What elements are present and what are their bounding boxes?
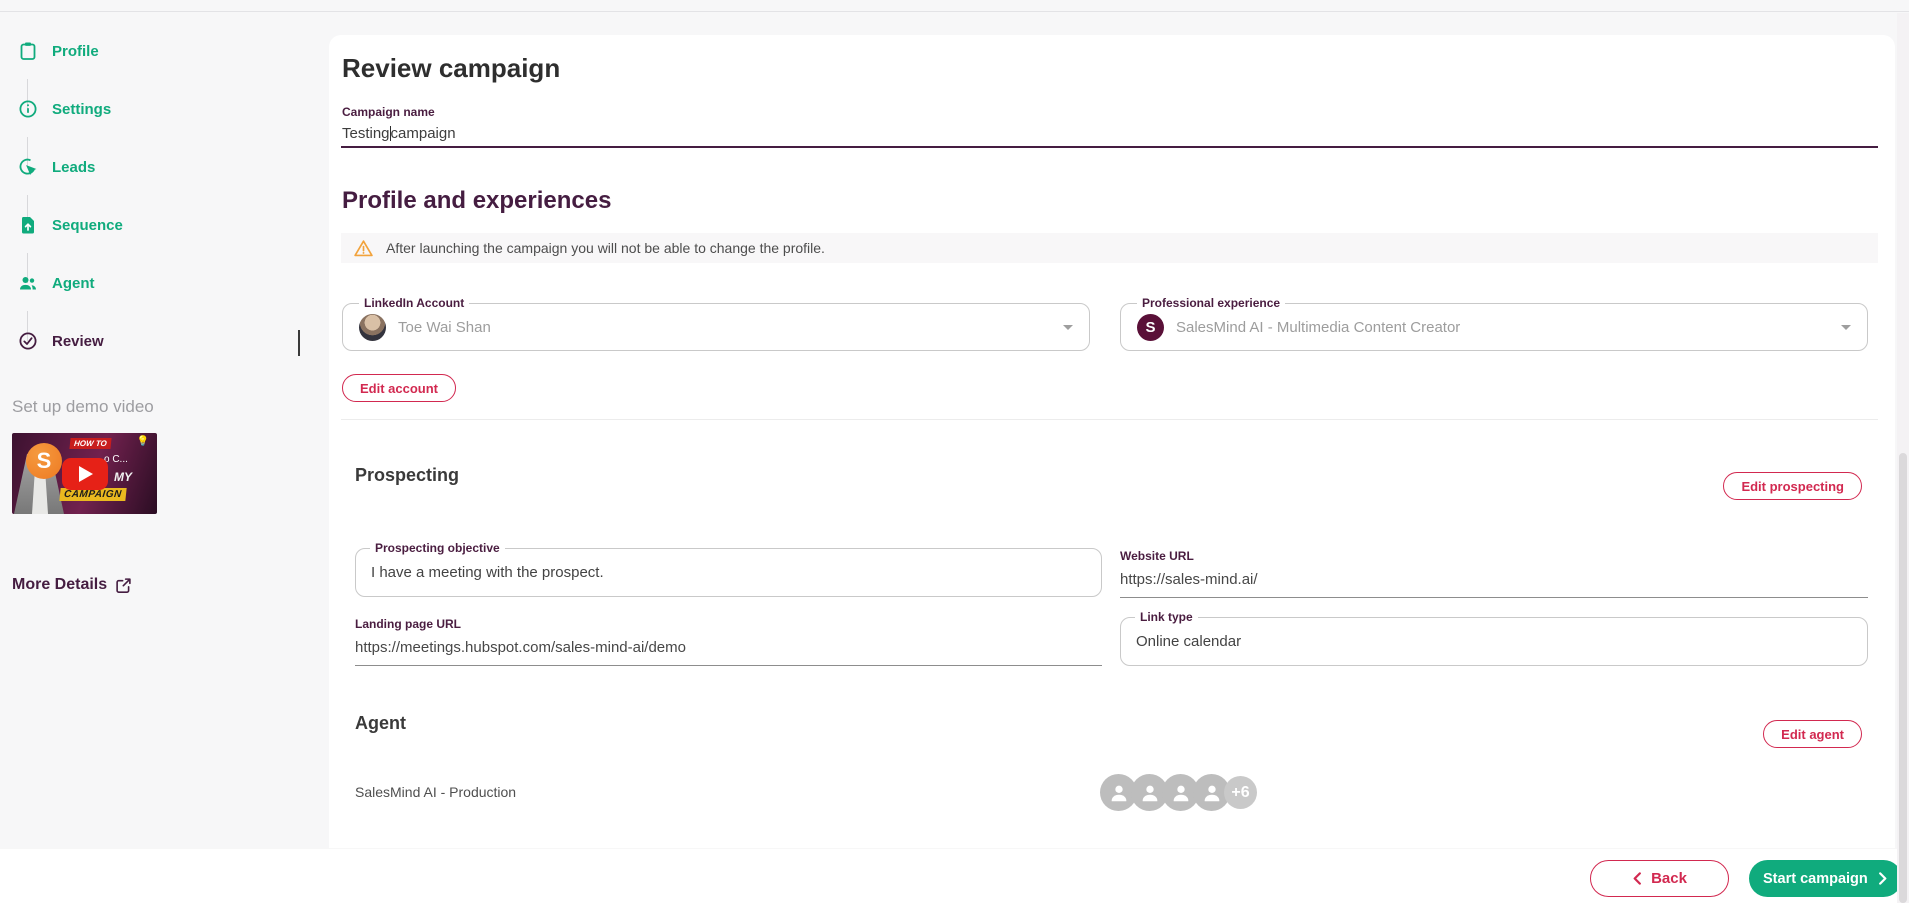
prospecting-section-title: Prospecting — [355, 465, 460, 485]
chevron-right-icon — [1877, 872, 1888, 885]
website-url-label: Website URL — [1120, 549, 1194, 563]
step-connector — [27, 253, 28, 283]
start-campaign-button[interactable]: Start campaign — [1749, 860, 1902, 897]
step-connector — [27, 137, 28, 167]
click-target-icon — [18, 157, 38, 177]
sidebar-item-label: Sequence — [52, 216, 123, 234]
profile-section-title: Profile and experiences — [342, 187, 612, 214]
thumbnail-title-snippet: o C... — [104, 454, 128, 465]
scrollbar[interactable] — [1897, 13, 1909, 903]
professional-experience-label: Professional experience — [1137, 296, 1286, 310]
thumbnail-howto-badge: HOW TO — [69, 438, 112, 449]
stepper-sidebar: Profile Settings Leads — [0, 13, 329, 848]
sidebar-item-settings[interactable]: Settings — [18, 99, 111, 119]
section-divider — [341, 419, 1878, 420]
agent-name: SalesMind AI - Production — [355, 784, 517, 800]
linkedin-account-label: LinkedIn Account — [359, 296, 470, 310]
top-divider-bar — [0, 0, 1909, 12]
wizard-footer: Back Start campaign — [0, 848, 1909, 903]
demo-video-thumbnail[interactable]: S HOW TO 💡 o C... MY CAMPAIGN — [12, 433, 157, 514]
linkedin-account-value: Toe Wai Shan — [398, 318, 491, 336]
sidebar-item-label: Profile — [52, 42, 99, 60]
warning-text: After launching the campaign you will no… — [386, 240, 825, 256]
avatar — [1162, 774, 1199, 811]
thumbnail-my-word: MY — [114, 470, 132, 484]
document-upload-icon — [18, 215, 38, 235]
review-campaign-panel: Review campaign Campaign name Testingcam… — [329, 35, 1895, 848]
warning-triangle-icon — [353, 238, 374, 259]
check-circle-icon — [18, 331, 38, 351]
start-campaign-label: Start campaign — [1763, 870, 1868, 887]
avatar — [1193, 774, 1230, 811]
chevron-left-icon — [1632, 872, 1643, 885]
sidebar-item-leads[interactable]: Leads — [18, 157, 95, 177]
back-button[interactable]: Back — [1590, 860, 1729, 897]
prospecting-objective-field[interactable]: Prospecting objective I have a meeting w… — [355, 541, 1102, 597]
chevron-down-icon — [1063, 324, 1073, 330]
step-connector — [27, 79, 28, 109]
avatar — [1131, 774, 1168, 811]
lightbulb-icon: 💡 — [136, 436, 149, 447]
link-type-value: Online calendar — [1136, 633, 1242, 650]
campaign-name-label: Campaign name — [342, 105, 435, 119]
scrollbar-thumb[interactable] — [1899, 453, 1907, 903]
active-step-cursor — [298, 330, 300, 356]
website-url-field[interactable]: Website URL https://sales-mind.ai/ — [1120, 549, 1868, 598]
sidebar-item-profile[interactable]: Profile — [18, 41, 99, 61]
avatar — [1100, 774, 1137, 811]
sidebar-item-agent[interactable]: Agent — [18, 273, 95, 293]
linkedin-avatar — [359, 313, 386, 341]
sidebar-item-label: Settings — [52, 100, 112, 118]
text-cursor — [389, 126, 391, 141]
campaign-name-text: Testing — [342, 125, 390, 142]
more-details-label: More Details — [12, 576, 108, 593]
avatar-overflow-badge: +6 — [1224, 776, 1257, 809]
sidebar-item-label: Leads — [52, 158, 96, 176]
salesmind-logo-avatar: S — [1137, 313, 1164, 341]
link-type-field[interactable]: Link type Online calendar — [1120, 610, 1868, 666]
prospecting-objective-label: Prospecting objective — [370, 541, 505, 555]
prospecting-objective-value: I have a meeting with the prospect. — [371, 564, 604, 581]
campaign-name-input[interactable]: Testingcampaign — [342, 125, 456, 142]
agent-section-title: Agent — [355, 713, 406, 733]
edit-prospecting-button[interactable]: Edit prospecting — [1723, 472, 1862, 500]
more-details-link[interactable]: More Details — [12, 576, 132, 594]
sidebar-item-sequence[interactable]: Sequence — [18, 215, 123, 235]
professional-experience-select[interactable]: Professional experience S SalesMind AI -… — [1120, 296, 1868, 351]
landing-page-url-value: https://meetings.hubspot.com/sales-mind-… — [355, 639, 686, 656]
back-button-label: Back — [1651, 870, 1687, 887]
campaign-name-focus-underline — [341, 146, 1878, 148]
landing-page-url-field[interactable]: Landing page URL https://meetings.hubspo… — [355, 617, 1102, 666]
linkedin-account-select[interactable]: LinkedIn Account Toe Wai Shan — [342, 296, 1090, 351]
external-link-icon — [115, 577, 132, 594]
youtube-play-icon[interactable] — [61, 457, 108, 490]
page-title: Review campaign — [342, 53, 561, 83]
step-connector — [27, 195, 28, 225]
link-type-label: Link type — [1135, 610, 1198, 624]
people-icon — [18, 273, 38, 293]
sidebar-item-label: Agent — [52, 274, 95, 292]
agent-avatar-group: +6 — [1100, 774, 1257, 811]
sidebar-item-review[interactable]: Review — [18, 331, 104, 351]
landing-page-url-label: Landing page URL — [355, 617, 461, 631]
salesmind-logo-icon: S — [26, 443, 62, 479]
thumbnail-campaign-badge: CAMPAIGN — [59, 488, 127, 501]
edit-agent-button[interactable]: Edit agent — [1763, 720, 1862, 748]
edit-account-button[interactable]: Edit account — [342, 374, 457, 402]
info-icon — [18, 99, 38, 119]
campaign-name-text: campaign — [390, 125, 456, 142]
chevron-down-icon — [1841, 324, 1851, 330]
website-url-value: https://sales-mind.ai/ — [1120, 571, 1258, 588]
clipboard-icon — [18, 41, 38, 61]
sidebar-item-label: Review — [52, 332, 104, 350]
professional-experience-value: SalesMind AI - Multimedia Content Creato… — [1176, 318, 1461, 336]
step-connector — [27, 311, 28, 341]
demo-video-title: Set up demo video — [12, 397, 154, 416]
profile-warning-banner: After launching the campaign you will no… — [341, 233, 1878, 263]
